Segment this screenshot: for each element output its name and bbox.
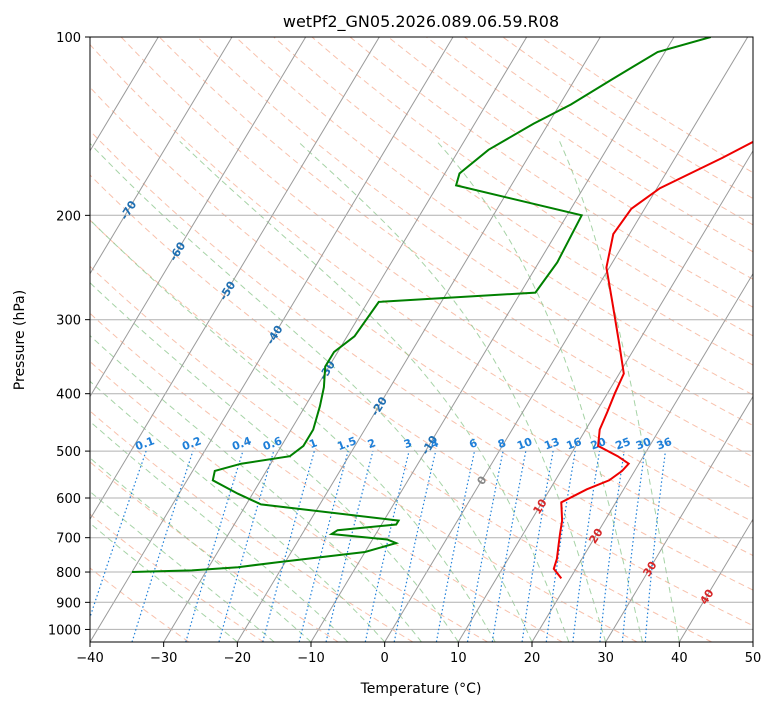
mixing-ratio-line (131, 450, 194, 642)
mixing-ratio-line (599, 451, 625, 642)
mixing-ratio-line (644, 451, 666, 642)
mixing-ratio-label: 13 (542, 435, 561, 452)
dry-adiabat-line (311, 37, 753, 337)
x-tick-label: 0 (381, 651, 389, 666)
dry-adiabat-line (349, 37, 753, 308)
y-tick-label: 300 (56, 314, 81, 329)
y-tick-label: 600 (56, 492, 81, 507)
dry-adiabat-line (197, 37, 753, 427)
y-tick-label: 1000 (48, 623, 81, 638)
mixing-ratio-label: 6 (467, 436, 479, 451)
isotherm-line (457, 149, 753, 642)
mixing-ratio-label: 0.6 (261, 434, 284, 453)
mixing-ratio-label: 0.4 (230, 434, 253, 453)
x-tick-label: −40 (76, 651, 103, 666)
x-axis-label: Temperature (°C) (360, 681, 482, 697)
isotherm-line (90, 37, 307, 398)
mixing-ratio-line (521, 450, 554, 642)
dry-adiabat-line (158, 37, 753, 458)
mixing-ratio-label: 16 (565, 435, 584, 453)
chart-title: wetPf2_GN05.2026.089.06.59.R08 (283, 12, 559, 32)
mixing-ratio-line (621, 451, 646, 642)
dry-adiabat-line (120, 37, 753, 490)
x-tick-label: −30 (150, 651, 177, 666)
mixing-ratio-line (298, 450, 349, 642)
x-tick-label: 10 (450, 651, 467, 666)
mixing-ratio-label: 8 (496, 436, 508, 451)
temperature-series-line (552, 140, 753, 580)
y-tick-label: 100 (56, 31, 81, 46)
dry-adiabat-line (90, 174, 753, 627)
mixing-ratio-label: 1 (307, 436, 319, 451)
mixing-ratio-line (262, 450, 315, 642)
mixing-ratio-label: 0.2 (180, 434, 203, 453)
mixing-ratio-line (325, 450, 374, 642)
mixing-ratio-line (393, 450, 437, 642)
mixing-ratio-label: 1.5 (336, 434, 359, 453)
mixing-ratio-label: 36 (655, 435, 674, 453)
y-tick-label: 200 (56, 209, 81, 224)
x-tick-label: −10 (297, 651, 324, 666)
y-axis-label: Pressure (hPa) (12, 290, 28, 390)
isotherm-line (163, 37, 528, 642)
x-tick-label: −20 (224, 651, 251, 666)
isotherm-line (310, 37, 675, 642)
dry-adiabat-line (90, 513, 264, 642)
y-tick-label: 500 (56, 445, 81, 460)
pressure-grid (90, 37, 753, 630)
mixing-ratio-label: 25 (614, 435, 633, 452)
mixing-ratio-label: 0.1 (134, 434, 157, 453)
isotherm-line (236, 37, 601, 642)
isotherm-line (90, 37, 233, 275)
y-tick-label: 400 (56, 388, 81, 403)
dry-adiabat-line (90, 312, 563, 642)
isotherm-line (384, 37, 749, 642)
mixing-ratio-line (572, 451, 601, 642)
mixing-ratio-line (218, 450, 275, 642)
isotherm-line (531, 272, 753, 642)
mixing-ratio-label: 2 (366, 436, 378, 451)
isotherm-line (90, 37, 380, 521)
x-tick-label: 40 (671, 651, 688, 666)
x-tick-label: 50 (745, 651, 762, 666)
dry-adiabat-line (90, 219, 712, 642)
dry-adiabats (90, 37, 753, 642)
dry-adiabat-line (90, 265, 638, 642)
isotherms (90, 37, 753, 642)
y-axis: 100 200 300 400 500 600 700 800 900 1000 (48, 31, 90, 638)
y-tick-label: 900 (56, 596, 81, 611)
x-tick-label: 30 (597, 651, 614, 666)
x-axis: −40 −30 −20 −10 0 10 20 30 40 50 (76, 642, 761, 666)
plot-frame (89, 36, 754, 643)
y-tick-label: 800 (56, 566, 81, 581)
isotherm-line (605, 395, 753, 642)
x-tick-label: 20 (524, 651, 541, 666)
mixing-ratio-label: 3 (402, 436, 414, 451)
dry-adiabat-line (90, 360, 488, 642)
mixing-ratio-line (364, 450, 410, 642)
dewpoint-series-line (131, 37, 712, 573)
mixing-ratio-label: 4 (429, 436, 441, 451)
mixing-ratio-line (545, 451, 576, 642)
y-tick-label: 700 (56, 532, 81, 547)
mixing-ratio-label: 10 (515, 435, 534, 453)
mixing-ratio-lines (90, 450, 666, 642)
isotherm-line (678, 518, 753, 642)
mixing-ratio-line (185, 450, 244, 642)
dry-adiabat-line (90, 567, 190, 642)
isotherm-line (90, 37, 159, 152)
mixing-ratio-label: 30 (634, 435, 653, 453)
mixing-ratio-labels: 0.1 0.2 0.4 0.6 1 1.5 2 3 4 6 8 10 13 16 20 25 30 36 (134, 434, 674, 453)
plot-area: -100-90-80-70-60-50-40-30-20-10010203040… (90, 37, 753, 642)
isotherm-line (90, 37, 454, 642)
